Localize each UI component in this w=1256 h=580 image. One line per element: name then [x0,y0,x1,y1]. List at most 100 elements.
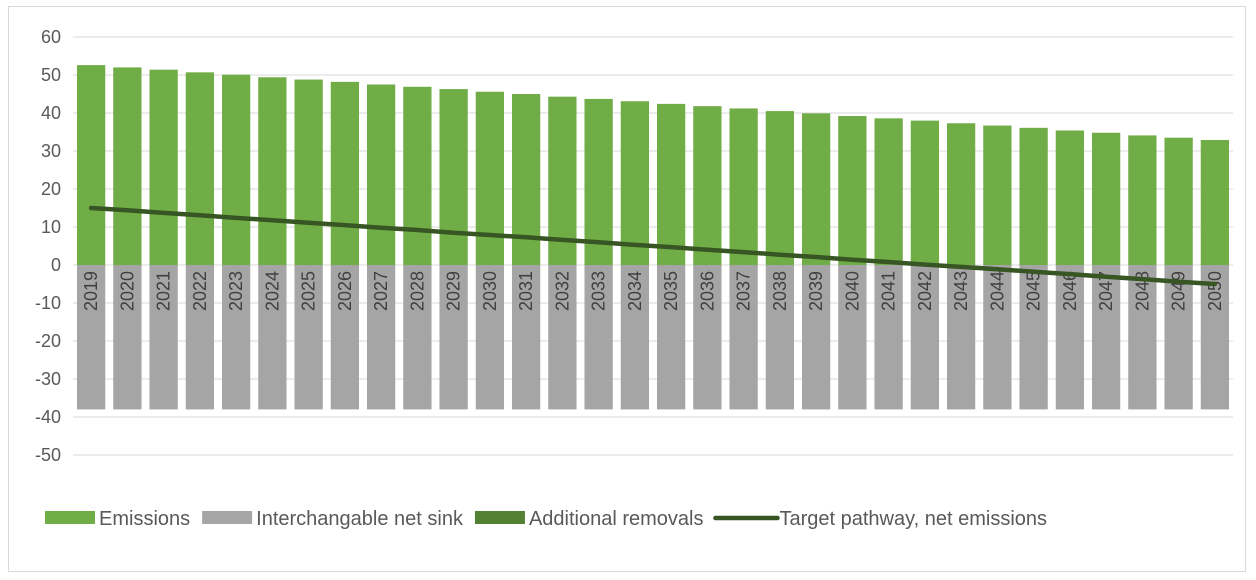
bar-interchangable-net-sink-2045 [1019,265,1048,410]
y-tick-label: -10 [35,293,61,313]
bar-emissions-2019 [76,65,106,265]
bar-emissions-2043 [946,123,976,265]
target-pathway-line [88,205,1218,287]
bar-interchangable-net-sink-2034 [620,265,650,410]
bar-emissions-2049 [1164,137,1193,265]
bar-interchangable-net-sink-2040 [838,265,867,410]
bar-interchangable-net-sink-2047 [1091,265,1121,410]
bar-emissions-2045 [1019,127,1048,265]
y-tick-label: 10 [41,217,61,237]
x-category-label: 2035 [661,271,681,311]
y-axis-ticks: 60 50 40 30 20 10 0 -10 -20 -30 -40 -50 [35,27,61,465]
y-tick-label: 30 [41,141,61,161]
bar-emissions-2046 [1055,130,1085,265]
x-category-label: 2034 [625,271,645,311]
legend-label-emissions: Emissions [99,508,190,530]
bar-interchangable-net-sink-2038 [765,265,795,410]
x-category-label: 2041 [879,271,899,311]
bar-interchangable-net-sink-2027 [366,265,396,410]
bar-emissions-2023 [221,74,251,266]
bar-interchangable-net-sink-2033 [584,265,613,410]
bar-interchangable-net-sink-2041 [874,265,903,410]
x-category-label: 2042 [915,271,935,311]
bar-interchangable-net-sink-2046 [1055,265,1085,410]
bar-emissions-2021 [149,69,178,266]
y-tick-label: 0 [51,255,61,275]
bar-interchangable-net-sink-2039 [801,265,831,410]
legend-label-interchangable-net-sink: Interchangable net sink [256,508,464,530]
bar-interchangable-net-sink-2042 [910,265,940,410]
x-category-label: 2050 [1205,271,1225,311]
bar-interchangable-net-sink-2026 [330,265,360,410]
x-category-label: 2049 [1169,271,1189,311]
legend: Emissions Interchangable net sink Addition… [45,508,1047,530]
x-category-label: 2039 [806,271,826,311]
y-tick-label: -50 [35,445,61,465]
bar-emissions-2034 [620,101,650,265]
x-category-label: 2032 [552,271,572,311]
bar-interchangable-net-sink-2044 [983,265,1012,410]
y-tick-label: 50 [41,65,61,85]
bar-interchangable-net-sink-2043 [946,265,976,410]
x-category-label: 2028 [407,271,427,311]
x-category-label: 2021 [154,271,174,311]
x-category-label: 2038 [770,271,790,311]
bar-emissions-2036 [693,106,722,265]
x-category-label: 2047 [1096,271,1116,311]
bar-interchangable-net-sink-2023 [221,265,251,410]
x-category-label: 2026 [335,271,355,311]
legend-label-additional-removals: Additional removals [529,508,704,530]
bar-interchangable-net-sink-2025 [294,265,323,410]
bar-emissions-2029 [439,89,468,265]
legend-swatch-additional-removals [474,511,525,524]
bar-emissions-2037 [729,108,758,265]
bar-interchangable-net-sink-2037 [729,265,758,410]
x-category-label: 2023 [226,271,246,311]
bar-interchangable-net-sink-2031 [511,265,541,410]
bar-interchangable-net-sink-2030 [475,265,505,410]
x-category-label: 2045 [1024,271,1044,311]
bar-interchangable-net-sink-2020 [113,265,142,410]
x-category-label: 2036 [697,271,717,311]
bar-emissions-2038 [765,111,795,265]
x-category-label: 2025 [299,271,319,311]
bar-emissions-2026 [330,81,360,265]
bar-interchangable-net-sink-2022 [185,265,215,410]
bar-emissions-2027 [366,84,396,265]
bar-interchangable-net-sink-2049 [1164,265,1193,410]
legend-swatch-emissions [45,511,95,524]
bar-interchangable-net-sink-2048 [1128,265,1157,410]
x-category-label: 2043 [951,271,971,311]
bar-emissions-2024 [258,77,287,265]
bar-emissions-2032 [548,96,577,265]
x-category-label: 2024 [262,271,282,311]
bar-interchangable-net-sink-2019 [76,265,106,410]
chart-svg: 60 50 40 30 20 10 0 -10 -20 -30 -40 -50 2019 2020 202… [35,27,1233,530]
x-category-label: 2030 [480,271,500,311]
bar-emissions-2041 [874,118,903,265]
x-category-label: 2027 [371,271,391,311]
bar-interchangable-net-sink-2021 [149,265,178,410]
bar-emissions-2039 [801,113,831,265]
bar-interchangable-net-sink-2035 [656,265,686,410]
bar-interchangable-net-sink-2029 [439,265,468,410]
x-category-label: 2044 [987,271,1007,311]
bar-interchangable-net-sink-2036 [693,265,722,410]
bar-interchangable-net-sink-2032 [548,265,577,410]
x-axis-category-labels: 2019 2020 2021 2022 2023 2024 2025 2026 2027 2028… [81,271,1225,311]
y-tick-label: 20 [41,179,61,199]
bar-emissions-2048 [1128,135,1157,265]
bar-emissions-2028 [403,86,432,265]
bar-emissions-2050 [1200,139,1230,265]
bar-emissions-2035 [656,103,686,265]
x-category-label: 2033 [589,271,609,311]
x-category-label: 2031 [516,271,536,311]
line-target-pathway-net-emissions [88,205,1218,287]
bar-emissions-2044 [983,125,1012,265]
y-tick-label: -40 [35,407,61,427]
bar-emissions-2040 [838,116,867,265]
bar-emissions-2033 [584,98,613,265]
y-tick-label: 60 [41,27,61,47]
x-category-label: 2029 [444,271,464,311]
x-category-label: 2046 [1060,271,1080,311]
